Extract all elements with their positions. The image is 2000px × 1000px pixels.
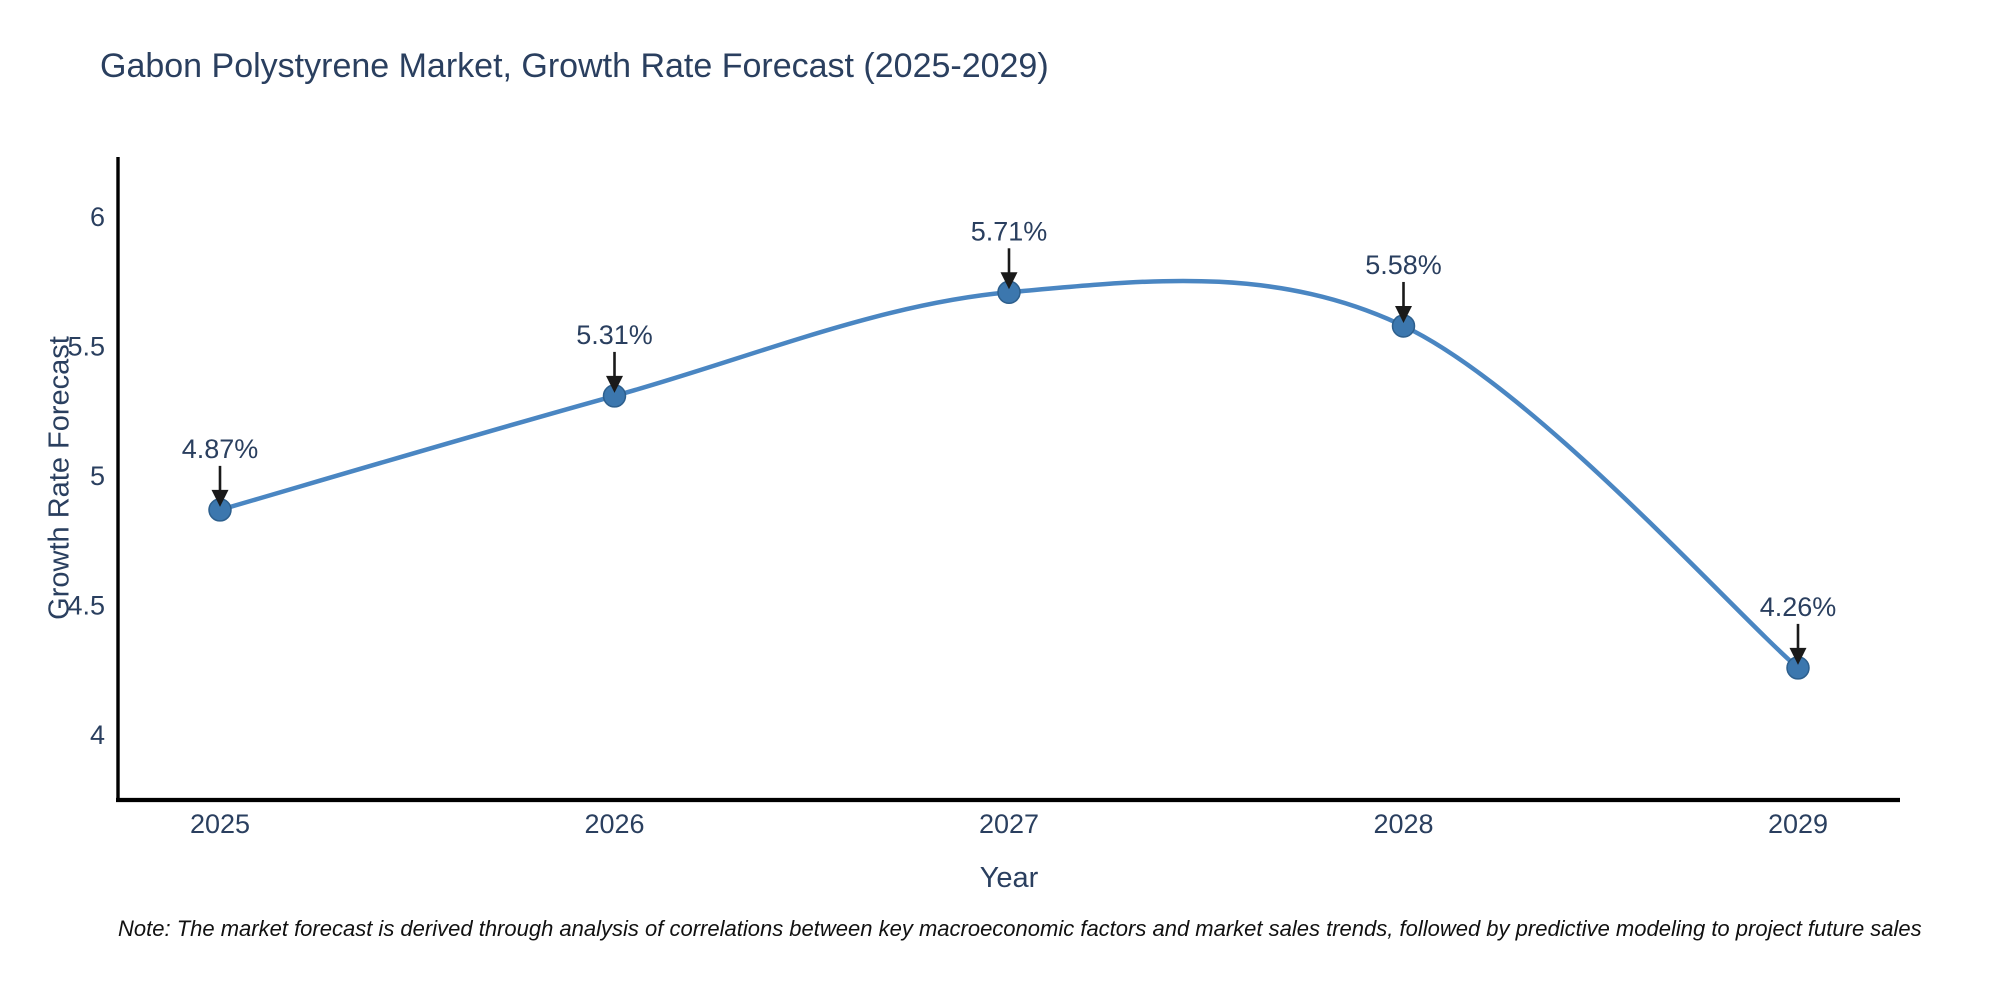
annotation-arrowhead [1395,305,1412,323]
annotation-arrowhead [1789,647,1807,665]
data-point-label: 5.71% [971,216,1048,246]
data-point-label: 4.26% [1760,592,1837,622]
x-tick-label: 2028 [1373,809,1433,839]
y-tick-label: 4 [90,720,105,750]
x-axis-title: Year [979,862,1039,894]
x-tick-label: 2026 [584,809,644,839]
y-tick-label: 6 [90,202,105,232]
chart-title: Gabon Polystyrene Market, Growth Rate Fo… [100,47,1049,85]
x-tick-label: 2025 [190,809,250,839]
y-axis-title: Growth Rate Forecast [43,336,76,620]
annotation-arrowhead [1000,272,1018,290]
forecast-line [217,278,1801,671]
annotation-arrowhead [606,375,623,393]
x-tick-label: 2029 [1768,809,1828,839]
annotation-arrowhead [211,489,229,507]
y-tick-label: 4.5 [67,591,105,621]
y-tick-label: 5 [90,461,105,491]
footnote: Note: The market forecast is derived thr… [118,916,1922,941]
y-tick-label: 5.5 [67,332,105,362]
data-point-label: 5.58% [1365,250,1442,280]
data-point-label: 5.31% [576,320,653,350]
x-tick-label: 2027 [979,809,1039,839]
data-point-label: 4.87% [182,434,259,464]
